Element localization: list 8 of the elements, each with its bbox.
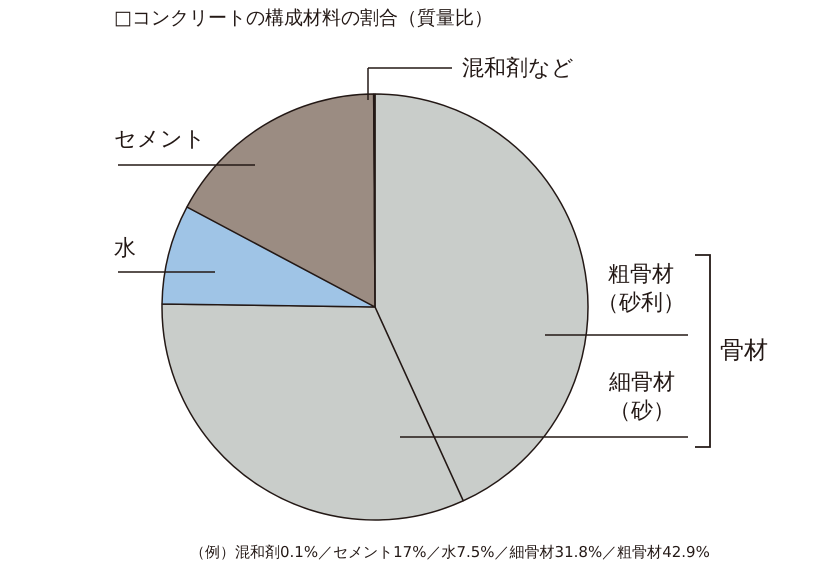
text: 骨材 — [720, 336, 768, 364]
slice-label: セメント — [114, 127, 206, 152]
text: （例）混和剤0.1%／セメント17%／水7.5%／細骨材31.8%／粗骨材42.9% — [190, 543, 710, 561]
slice-label: 混和剤など — [462, 56, 574, 81]
slice-label: 水 — [114, 236, 136, 261]
slice-label: 粗骨材（砂利） — [597, 262, 685, 316]
chart-title: □コンクリートの構成材料の割合（質量比） — [114, 7, 493, 29]
slice-label: 細骨材（砂） — [608, 370, 675, 424]
